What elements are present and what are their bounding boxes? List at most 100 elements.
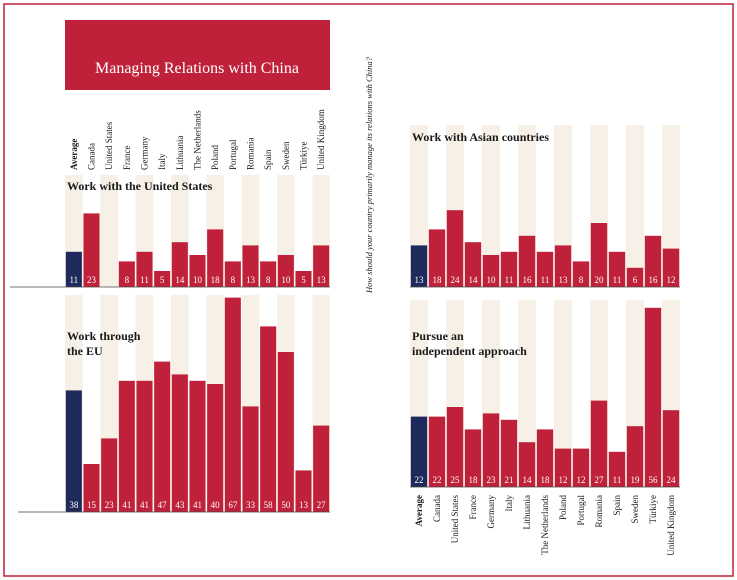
bar (313, 245, 330, 287)
value-label: 11 (613, 475, 622, 485)
category-label: Average (414, 495, 424, 526)
title-box (65, 20, 330, 90)
value-label: 13 (299, 500, 309, 510)
category-label: Poland (558, 495, 568, 521)
bar (65, 251, 82, 287)
category-label: Sweden (630, 495, 640, 524)
bar (224, 261, 241, 287)
bar (590, 400, 608, 487)
bar (626, 267, 644, 287)
value-label: 8 (125, 275, 130, 285)
category-label: Canada (432, 495, 442, 522)
value-label: 16 (523, 275, 533, 285)
value-label: 11 (613, 275, 622, 285)
bar (207, 384, 224, 512)
bar (482, 413, 500, 487)
bar (242, 245, 259, 287)
value-label: 24 (667, 475, 677, 485)
value-label: 21 (505, 475, 514, 485)
value-label: 20 (595, 275, 605, 285)
bar (482, 255, 500, 287)
value-label: 33 (246, 500, 256, 510)
bar (518, 442, 536, 487)
category-label: Portugal (228, 139, 238, 170)
bar (171, 242, 188, 287)
value-label: 23 (487, 475, 497, 485)
bar (118, 380, 135, 512)
value-label: 5 (301, 275, 306, 285)
category-label: United States (450, 495, 460, 544)
bar (518, 235, 536, 287)
value-label: 5 (160, 275, 165, 285)
value-label: 41 (140, 500, 149, 510)
panel-title: Work through the EU (67, 329, 141, 358)
value-label: 12 (559, 475, 568, 485)
value-label: 18 (469, 475, 479, 485)
category-label: Lithuania (522, 495, 532, 530)
bar (626, 426, 644, 487)
value-label: 41 (122, 500, 131, 510)
chart-title: Managing Relations with China (95, 60, 299, 77)
value-label: 10 (193, 275, 203, 285)
bar (500, 251, 518, 287)
value-label: 11 (140, 275, 149, 285)
value-label: 15 (87, 500, 97, 510)
bar (428, 229, 446, 287)
value-label: 11 (69, 275, 78, 285)
value-label: 6 (633, 275, 638, 285)
value-label: 11 (541, 275, 550, 285)
bar (662, 248, 680, 287)
bar (608, 451, 626, 487)
bar (554, 245, 572, 287)
bar (644, 307, 662, 487)
bar (446, 210, 464, 287)
bar (572, 448, 590, 487)
bar (260, 326, 277, 512)
value-label: 67 (228, 500, 238, 510)
category-label: United Kingdom (666, 495, 676, 556)
category-label: Germany (486, 495, 496, 529)
bar (410, 416, 428, 487)
value-label: 23 (105, 500, 115, 510)
bar (464, 429, 482, 487)
value-label: 19 (631, 475, 641, 485)
category-label: Germany (140, 136, 150, 170)
value-label: 50 (281, 500, 291, 510)
bar (242, 406, 259, 512)
bar (277, 255, 294, 287)
category-label: The Netherlands (193, 110, 203, 170)
category-label: Lithuania (175, 136, 185, 171)
bar (189, 380, 206, 512)
value-label: 58 (264, 500, 274, 510)
value-label: 12 (577, 475, 586, 485)
axis-label: How should your country primarily manage… (364, 56, 374, 294)
bar (410, 245, 428, 287)
category-label: France (468, 495, 478, 520)
bar (536, 429, 554, 487)
bar (554, 448, 572, 487)
bar (207, 229, 224, 287)
column-stripe (554, 300, 572, 487)
bar (83, 464, 100, 512)
bar (295, 470, 312, 512)
bar (572, 261, 590, 287)
value-label: 56 (649, 475, 659, 485)
value-label: 23 (87, 275, 97, 285)
panel-title: Pursue an independent approach (412, 329, 527, 358)
bar (464, 242, 482, 287)
value-label: 8 (231, 275, 236, 285)
bar (277, 352, 294, 512)
column-stripe (626, 125, 644, 287)
category-label: Canada (87, 143, 97, 170)
value-label: 13 (246, 275, 256, 285)
value-label: 11 (505, 275, 514, 285)
category-label: Türkiye (648, 495, 658, 524)
bar (189, 255, 206, 287)
bar (662, 410, 680, 487)
bar (118, 261, 135, 287)
value-label: 18 (541, 475, 551, 485)
column-stripe (100, 175, 118, 287)
category-label: Portugal (576, 495, 586, 526)
category-label: Türkiye (299, 142, 309, 171)
